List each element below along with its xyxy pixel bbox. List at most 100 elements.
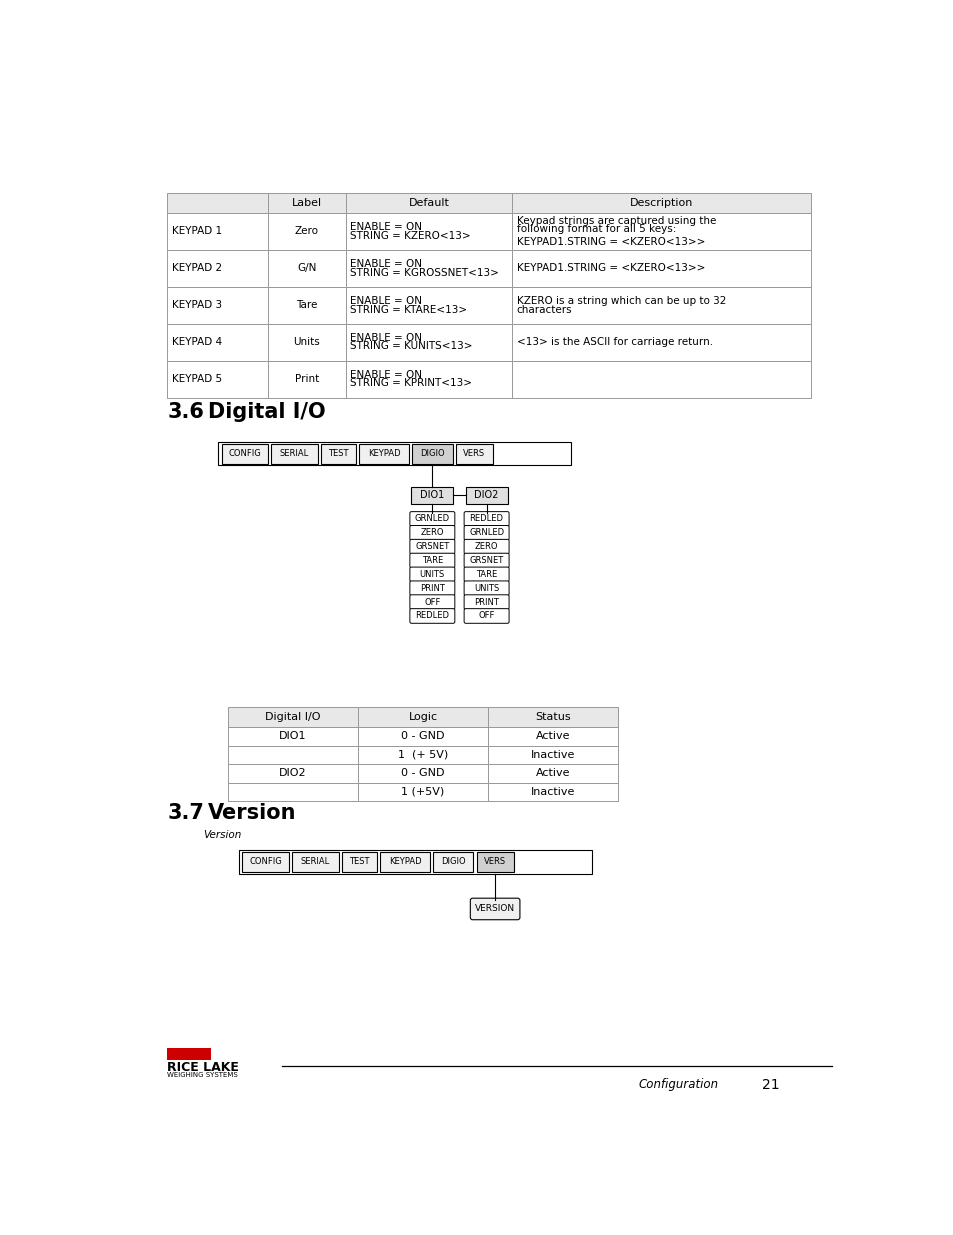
FancyBboxPatch shape [464,580,509,595]
Text: KEYPAD 3: KEYPAD 3 [172,300,222,310]
Bar [228,727,357,746]
Bar [488,708,618,727]
Text: PRINT: PRINT [419,584,444,593]
Text: KEYPAD 4: KEYPAD 4 [172,337,222,347]
Text: SERIAL: SERIAL [300,857,330,867]
Text: DIGIO: DIGIO [440,857,465,867]
Text: Digital I/O: Digital I/O [265,713,320,722]
Text: CONFIG: CONFIG [249,857,282,867]
FancyBboxPatch shape [410,567,455,582]
Text: KEYPAD: KEYPAD [389,857,421,867]
Bar [268,212,345,249]
Text: CONFIG: CONFIG [228,450,261,458]
Text: Description: Description [629,198,692,207]
Text: SERIAL: SERIAL [279,450,309,458]
Text: ENABLE = ON: ENABLE = ON [350,296,422,306]
Text: UNITS: UNITS [474,584,498,593]
Bar [221,443,268,464]
Text: STRING = KUNITS<13>: STRING = KUNITS<13> [350,341,472,352]
Text: Tare: Tare [295,300,317,310]
Text: TEST: TEST [349,857,370,867]
Bar [242,852,289,872]
Text: Active: Active [536,731,570,741]
Text: DIO2: DIO2 [474,490,498,500]
Text: ENABLE = ON: ENABLE = ON [350,333,422,343]
Bar [488,746,618,764]
Bar [488,783,618,802]
Text: Label: Label [292,198,321,207]
Text: KZERO is a string which can be up to 32: KZERO is a string which can be up to 32 [517,296,725,306]
Bar [380,852,430,872]
Text: PRINT: PRINT [474,598,498,606]
Bar [488,764,618,783]
Text: DIO1: DIO1 [279,731,306,741]
Bar [228,746,357,764]
Text: WEIGHING SYSTEMS: WEIGHING SYSTEMS [167,1072,238,1078]
FancyBboxPatch shape [464,609,509,624]
Text: UNITS: UNITS [419,569,444,579]
Bar [228,708,357,727]
Bar [512,212,810,249]
Bar [271,443,317,464]
FancyBboxPatch shape [464,526,509,540]
Text: Inactive: Inactive [531,787,575,797]
Bar [268,287,345,324]
Text: Zero: Zero [294,226,318,236]
FancyBboxPatch shape [464,567,509,582]
Text: STRING = KZERO<13>: STRING = KZERO<13> [350,231,471,241]
FancyBboxPatch shape [410,580,455,595]
Bar [359,443,409,464]
Text: Version: Version [203,830,241,841]
Text: STRING = KTARE<13>: STRING = KTARE<13> [350,305,467,315]
Bar [167,212,268,249]
Text: 21: 21 [761,1078,780,1093]
Bar [167,1047,212,1060]
Text: REDLED: REDLED [415,611,449,620]
Bar [465,487,507,504]
Text: GRNLED: GRNLED [469,529,503,537]
Bar [433,852,473,872]
Text: KEYPAD 2: KEYPAD 2 [172,263,222,273]
Text: VERS: VERS [462,450,485,458]
Bar [512,193,810,212]
Text: STRING = KPRINT<13>: STRING = KPRINT<13> [350,378,472,389]
Text: TARE: TARE [421,556,442,566]
Bar [357,708,488,727]
Bar [512,361,810,398]
Text: VERS: VERS [483,857,506,867]
Text: following format for all 5 keys:: following format for all 5 keys: [517,224,676,235]
Bar [345,212,512,249]
Text: RICE LAKE: RICE LAKE [167,1061,239,1074]
Text: Status: Status [535,713,571,722]
Bar [488,727,618,746]
Text: OFF: OFF [477,611,495,620]
Text: ENABLE = ON: ENABLE = ON [350,222,422,232]
FancyBboxPatch shape [410,553,455,568]
Bar [412,443,452,464]
FancyBboxPatch shape [464,553,509,568]
Text: KEYPAD 1: KEYPAD 1 [172,226,222,236]
Bar [228,764,357,783]
Bar [345,287,512,324]
Text: DIGIO: DIGIO [419,450,444,458]
Bar [357,783,488,802]
Text: TARE: TARE [476,569,497,579]
Bar [320,443,356,464]
FancyBboxPatch shape [464,540,509,555]
FancyBboxPatch shape [410,511,455,526]
Text: DIO1: DIO1 [419,490,444,500]
Text: Keypad strings are captured using the: Keypad strings are captured using the [517,216,716,226]
Text: DIO2: DIO2 [278,768,306,778]
Text: VERSION: VERSION [475,904,515,914]
FancyBboxPatch shape [464,511,509,526]
Bar [167,324,268,361]
Text: OFF: OFF [424,598,440,606]
Text: 3.7: 3.7 [167,803,204,823]
Text: REDLED: REDLED [469,515,503,524]
Bar [357,746,488,764]
Bar [476,852,513,872]
Text: characters: characters [517,305,572,315]
Text: KEYPAD: KEYPAD [368,450,400,458]
Text: Inactive: Inactive [531,750,575,760]
Text: 1  (+ 5V): 1 (+ 5V) [397,750,448,760]
